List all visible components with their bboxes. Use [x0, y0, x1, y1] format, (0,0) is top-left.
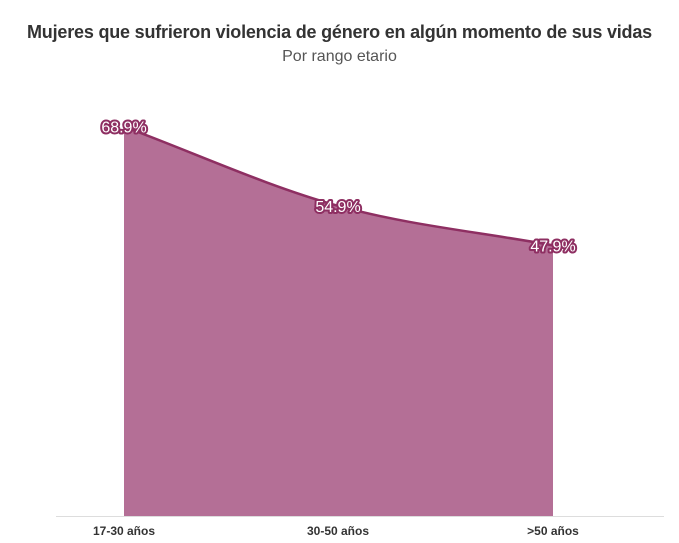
x-tick-label: 30-50 años — [307, 524, 369, 538]
data-label: 68.9% — [101, 120, 146, 137]
area-series — [124, 126, 553, 516]
data-label: 54.9% — [315, 199, 360, 216]
chart-subtitle: Por rango etario — [282, 48, 397, 65]
x-axis-ticks: 17-30 años 30-50 años >50 años — [93, 524, 579, 538]
data-label: 47.9% — [530, 238, 575, 255]
chart-title: Mujeres que sufrieron violencia de géner… — [27, 22, 652, 42]
line-series — [123, 125, 554, 247]
x-tick-label: 17-30 años — [93, 524, 155, 538]
x-tick-label: >50 años — [527, 524, 579, 538]
data-labels: 68.9% 54.9% 47.9% — [99, 118, 577, 258]
